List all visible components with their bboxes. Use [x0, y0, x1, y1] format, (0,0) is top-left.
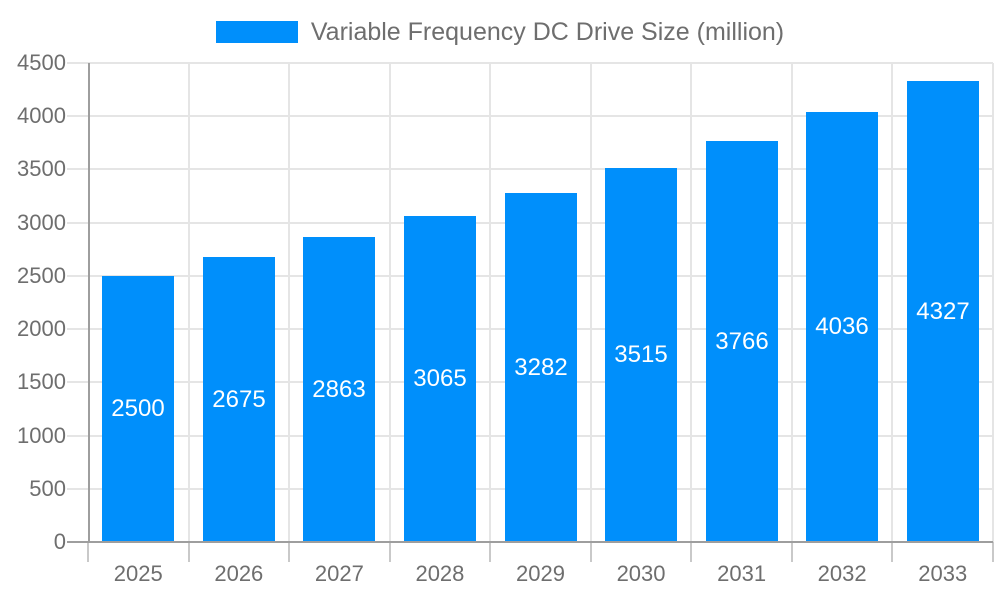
x-axis-label-2028: 2028: [415, 561, 465, 586]
y-axis-label: 0: [53, 529, 66, 554]
grid-line-vertical: [690, 63, 693, 542]
bar-2026[interactable]: 2675: [203, 257, 275, 542]
grid-line-horizontal: [67, 115, 993, 118]
x-axis-label-2032: 2032: [817, 561, 867, 586]
bar-2029[interactable]: 3282: [505, 193, 577, 542]
x-axis-tick: [992, 542, 994, 562]
bar-value-label: 4327: [916, 297, 970, 325]
bar-2032[interactable]: 4036: [806, 112, 878, 542]
bar-value-label: 3766: [715, 327, 769, 355]
y-axis-label: 500: [29, 475, 66, 501]
x-axis-label-2027: 2027: [314, 561, 364, 586]
x-axis-label-2025: 2025: [113, 561, 163, 586]
y-axis-label: 3000: [17, 209, 66, 235]
x-axis-tick: [690, 542, 693, 562]
x-axis-tick: [790, 542, 793, 562]
x-axis-line: [67, 541, 993, 543]
x-axis-tick: [288, 542, 291, 562]
bar-2028[interactable]: 3065: [404, 216, 476, 542]
y-axis-line: [88, 63, 90, 542]
x-axis-label-2033: 2033: [918, 561, 968, 586]
grid-line-horizontal: [67, 168, 993, 171]
legend-swatch: [215, 21, 298, 43]
bar-2025[interactable]: 2500: [102, 276, 174, 542]
legend-label: Variable Frequency DC Drive Size (millio…: [310, 18, 785, 46]
x-axis-tick: [187, 542, 190, 562]
grid-line-horizontal: [67, 62, 993, 64]
x-axis-label-2031: 2031: [717, 561, 767, 586]
bar-value-label: 2675: [212, 385, 266, 413]
bar-2027[interactable]: 2863: [303, 237, 375, 542]
y-axis-label: 1500: [17, 369, 66, 395]
grid-line-vertical: [891, 63, 894, 542]
bar-value-label: 3065: [413, 365, 467, 392]
y-axis-label: 3500: [17, 156, 66, 182]
x-axis-label-2029: 2029: [516, 561, 565, 586]
legend[interactable]: Variable Frequency DC Drive Size (millio…: [0, 10, 1000, 54]
y-axis-label: 4500: [17, 50, 66, 75]
grid-line-vertical: [790, 63, 793, 542]
bar-value-label: 2863: [312, 375, 366, 403]
plot-area: 0 500 1000 1500 2000 2500 3000 3500 4000 4500 2500…: [17, 52, 994, 586]
bar-value-label: 2500: [111, 395, 165, 422]
y-axis-label: 2000: [17, 316, 66, 342]
bar-value-label: 3282: [514, 353, 568, 381]
y-axis-label: 4000: [17, 103, 66, 129]
x-axis-tick: [489, 542, 492, 562]
bar-2033[interactable]: 4327: [907, 81, 979, 542]
x-axis-tick: [87, 542, 89, 562]
x-axis-tick: [589, 542, 592, 562]
y-axis-label: 2500: [17, 262, 66, 288]
grid-line-vertical: [992, 63, 994, 542]
x-axis-tick: [891, 542, 894, 562]
bar-value-label: 3515: [614, 341, 668, 368]
grid-line-vertical: [589, 63, 592, 542]
x-axis-label-2026: 2026: [214, 561, 264, 586]
bar-value-label: 4036: [815, 313, 869, 340]
x-axis-tick: [388, 542, 391, 562]
grid-line-vertical: [187, 63, 190, 542]
grid-line-vertical: [288, 63, 291, 542]
grid-line-vertical: [388, 63, 391, 542]
y-axis-label: 1000: [17, 422, 66, 448]
grid-line-vertical: [489, 63, 492, 542]
x-axis-label-2030: 2030: [616, 561, 666, 586]
bar-2031[interactable]: 3766: [706, 141, 778, 542]
bar-2030[interactable]: 3515: [605, 168, 677, 542]
